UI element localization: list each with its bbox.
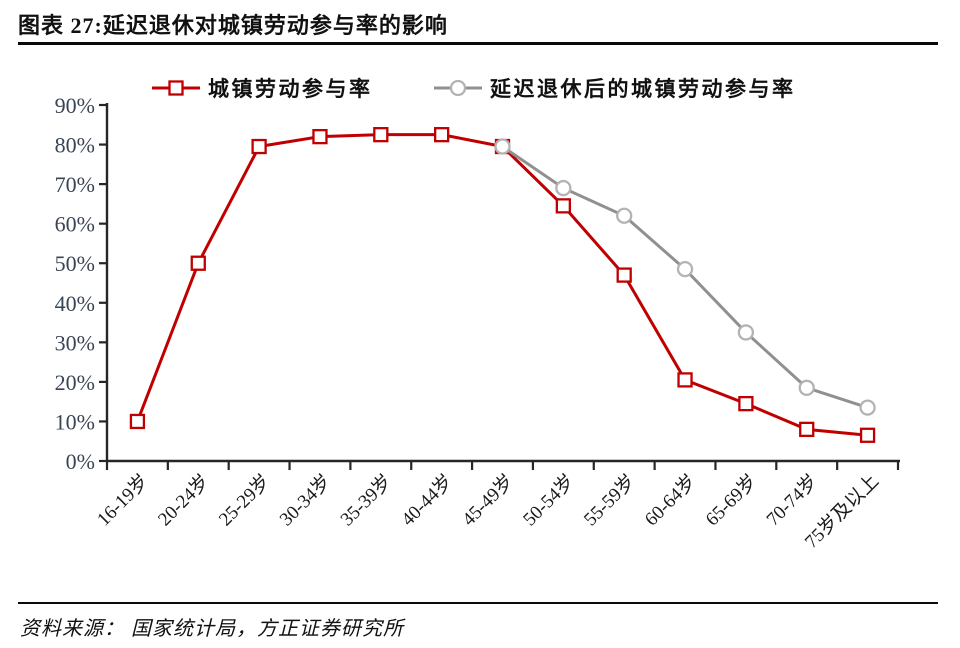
y-tick-label: 0% (66, 449, 95, 474)
x-category-label: 70-74岁 (762, 470, 822, 530)
y-tick-label: 90% (55, 93, 95, 118)
legend-label-0: 城镇劳动参与率 (208, 77, 373, 101)
figure-title: 图表 27:延迟退休对城镇劳动参与率的影响 (18, 13, 448, 38)
y-tick-label: 20% (55, 370, 95, 395)
series-1-circle-marker (494, 138, 511, 155)
series-1-circle-marker (616, 207, 633, 224)
series-0-square-marker (312, 128, 328, 145)
source-divider (18, 602, 938, 604)
x-category-label: 40-44岁 (397, 470, 457, 530)
y-tick-label: 40% (55, 291, 95, 316)
series-0-square-marker (251, 138, 267, 155)
title-divider (18, 42, 938, 45)
series-0-square-marker (555, 198, 571, 214)
series-0-square-marker (738, 395, 754, 412)
y-tick-label: 50% (55, 251, 95, 276)
source-note: 资料来源： 国家统计局，方正证券研究所 (20, 618, 404, 640)
series-1-circle-marker (859, 399, 876, 416)
series-0-square-marker (434, 127, 450, 143)
x-category-label: 25-29岁 (214, 470, 274, 530)
legend-square-marker (168, 80, 184, 96)
series-0-square-marker (373, 127, 389, 143)
legend-circle-marker (449, 79, 467, 97)
series-1-circle-marker (555, 179, 572, 197)
series-0-square-marker (616, 267, 632, 283)
x-category-label: 16-19岁 (93, 470, 153, 530)
legend-label-1: 延迟退休后的城镇劳动参与率 (489, 77, 796, 101)
series-0-square-marker (799, 421, 815, 438)
y-tick-label: 10% (55, 409, 95, 434)
series-0-square-marker (190, 255, 206, 271)
series-1-circle-marker (676, 261, 694, 278)
series-0-square-marker (859, 427, 876, 443)
x-category-label: 45-49岁 (458, 470, 518, 530)
series-line-0 (136, 133, 868, 437)
series-1-circle-marker (798, 379, 815, 396)
x-category-label: 30-34岁 (275, 470, 335, 530)
line-chart: 0% 10% 20% 30% 40% 50% 60% 70% 80% 90% 16-19岁 20-24… (55, 77, 900, 553)
series-1-circle-marker (737, 324, 755, 341)
x-category-label: 50-54岁 (519, 470, 579, 530)
x-category-label: 60-64岁 (640, 470, 700, 530)
y-tick-label: 60% (55, 212, 95, 237)
y-tick-label: 70% (55, 172, 95, 197)
x-category-label: 55-59岁 (579, 470, 639, 530)
series-0-square-marker (129, 413, 146, 430)
series-0-square-marker (677, 372, 693, 388)
x-category-label: 65-69岁 (701, 470, 761, 530)
y-tick-label: 30% (55, 330, 95, 355)
x-category-label: 20-24岁 (153, 470, 213, 530)
y-tick-label: 80% (55, 133, 95, 158)
x-category-label: 35-39岁 (336, 470, 396, 530)
